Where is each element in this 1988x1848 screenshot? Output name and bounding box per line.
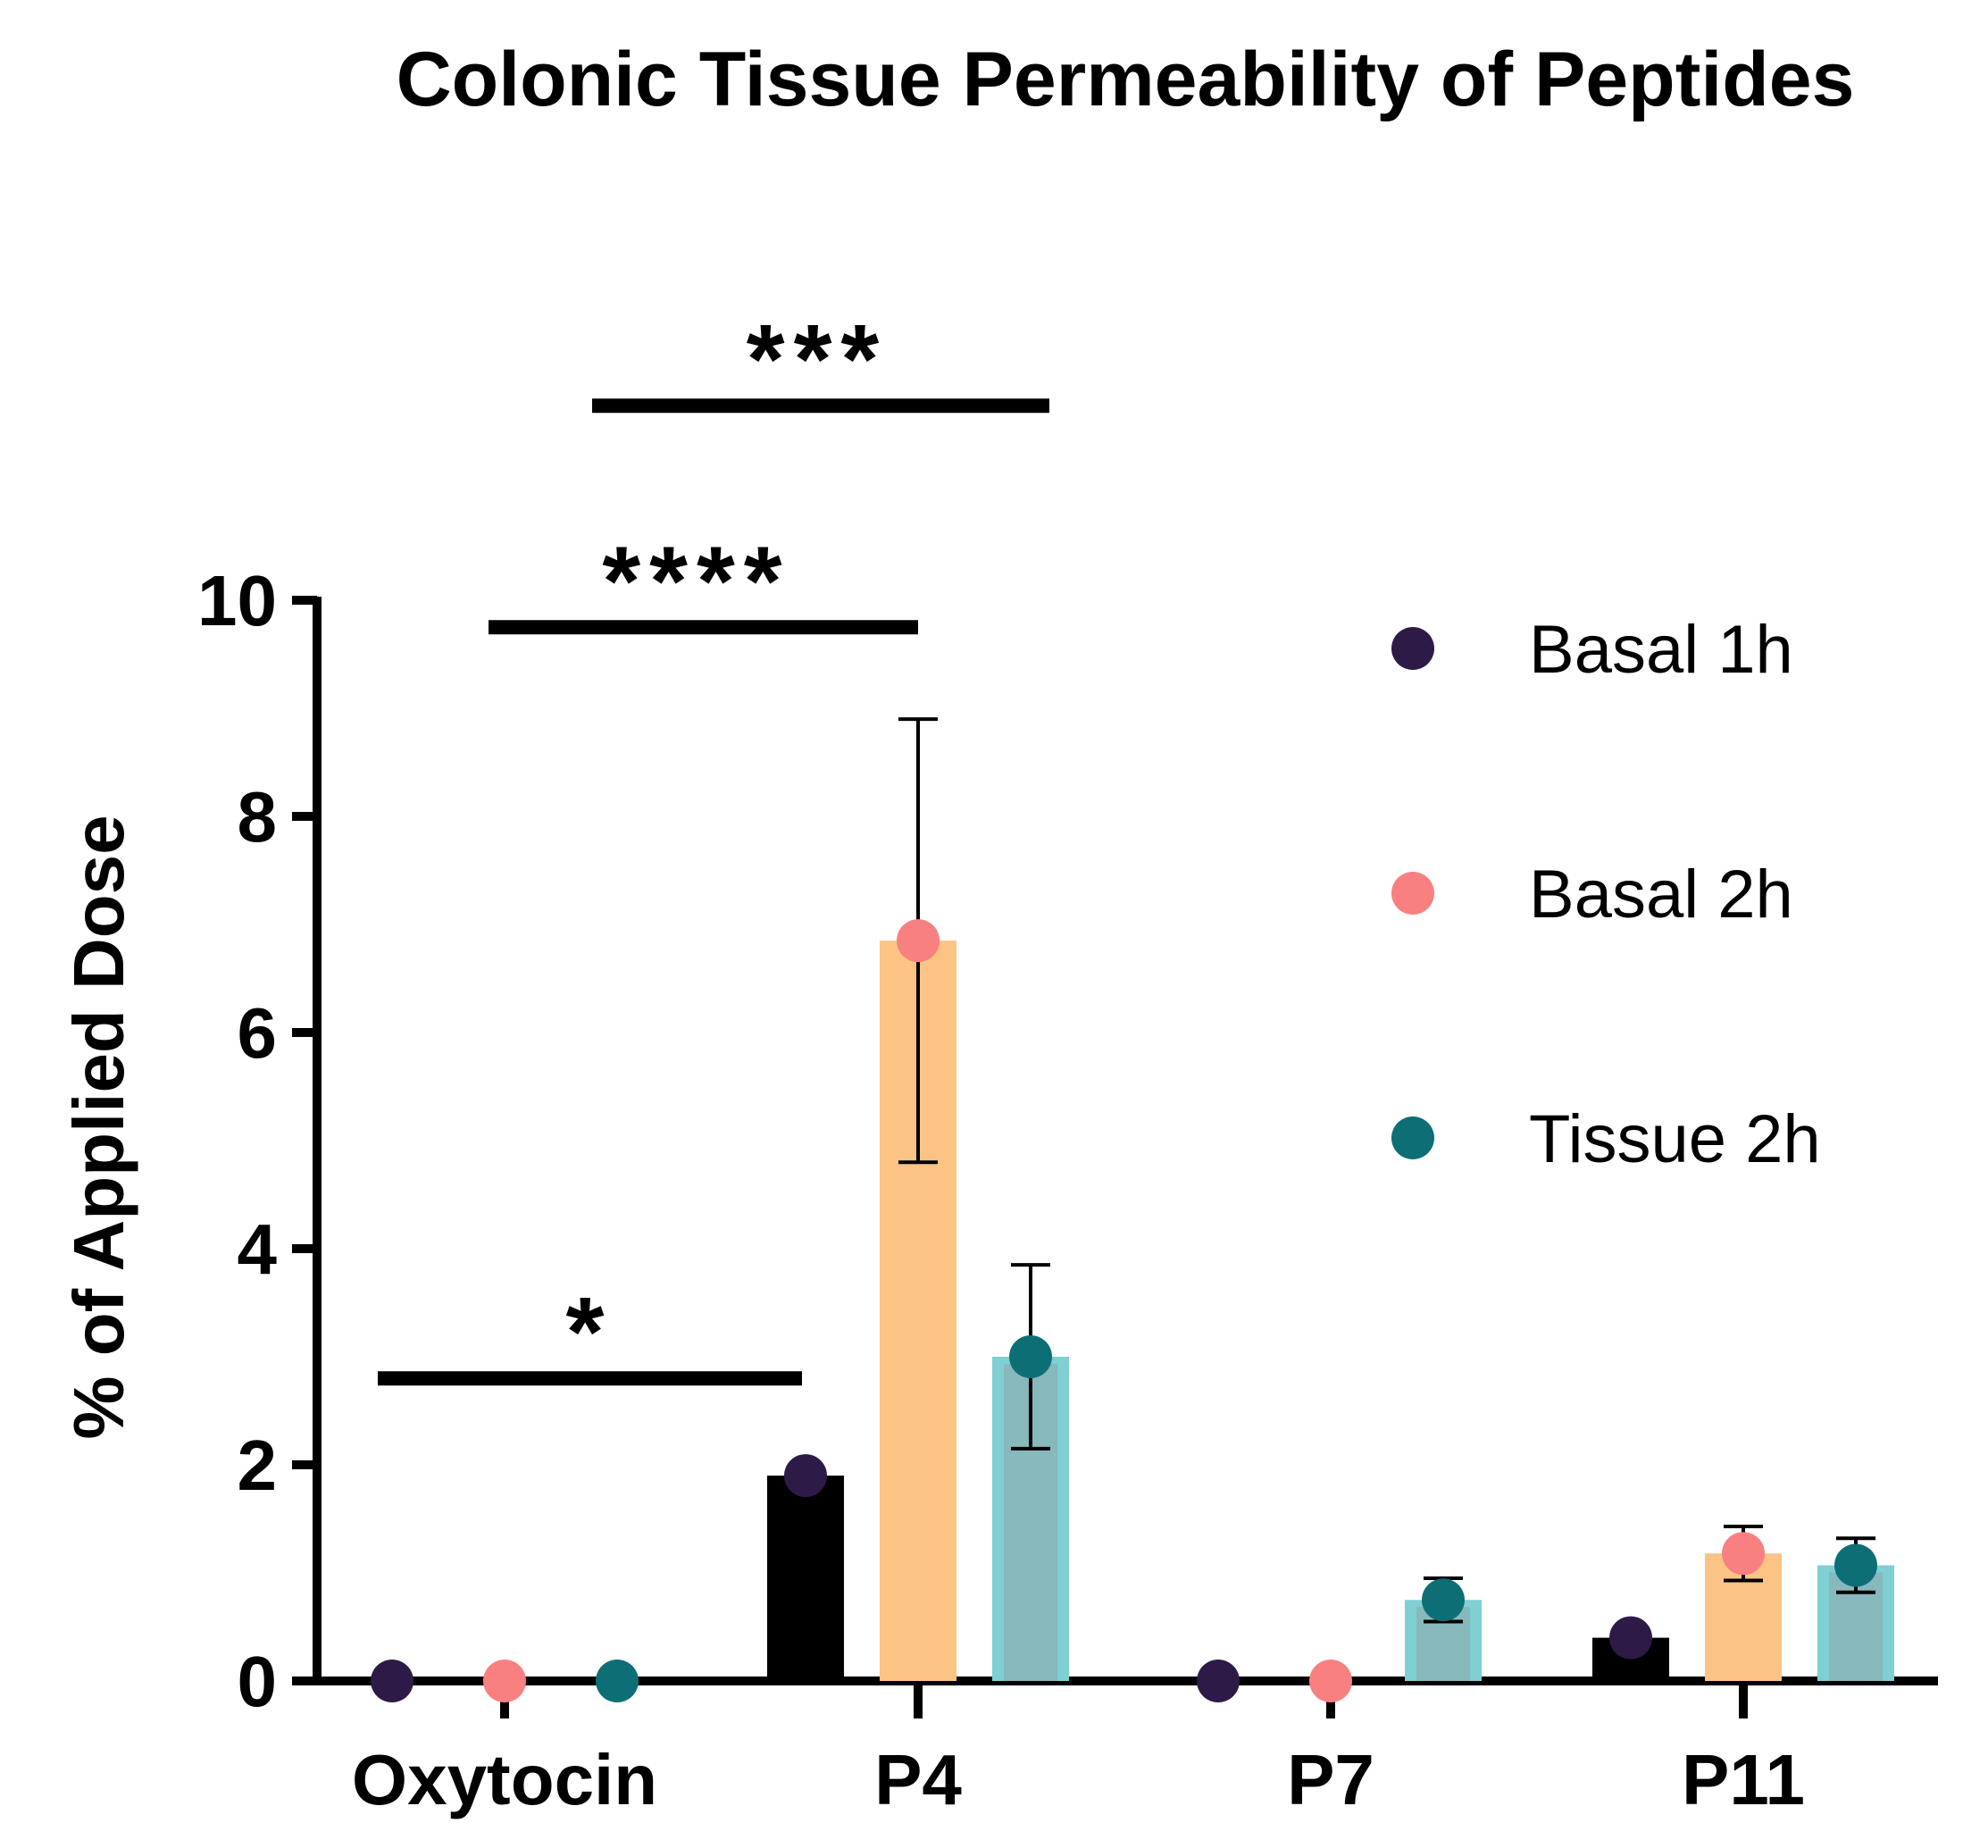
significance-label: *** <box>747 305 888 414</box>
y-axis-label: % of Applied Dose <box>59 815 138 1439</box>
legend-marker <box>1391 627 1434 670</box>
y-tick-label: 2 <box>238 1426 278 1505</box>
legend: Basal 1h Basal 2h Tissue 2h <box>1391 612 1821 1177</box>
significance-label: **** <box>602 526 790 636</box>
legend-marker <box>1391 1116 1434 1159</box>
data-point <box>1834 1543 1877 1587</box>
legend-label: Tissue 2h <box>1529 1101 1821 1177</box>
data-point <box>483 1660 526 1702</box>
significance-label: * <box>566 1277 614 1387</box>
chart-title: Colonic Tissue Permeability of Peptides <box>397 37 1855 122</box>
x-category-label: P7 <box>1287 1740 1374 1819</box>
y-tick-label: 0 <box>238 1642 278 1721</box>
data-point <box>1009 1335 1052 1378</box>
y-tick-label: 6 <box>238 993 278 1073</box>
y-tick-label: 8 <box>238 777 278 857</box>
y-tick-label: 10 <box>197 561 277 640</box>
legend-label: Basal 2h <box>1529 857 1793 932</box>
legend-label: Basal 1h <box>1529 612 1793 688</box>
data-point <box>897 919 940 963</box>
x-category-label: Oxytocin <box>352 1740 657 1819</box>
data-point <box>1309 1660 1352 1702</box>
data-point <box>1197 1660 1240 1702</box>
data-point <box>1722 1532 1765 1576</box>
data-point <box>1609 1616 1652 1660</box>
data-point <box>371 1660 413 1702</box>
data-point <box>784 1454 827 1498</box>
data-point <box>1422 1578 1465 1622</box>
bar <box>767 1476 844 1681</box>
x-category-label: P11 <box>1682 1740 1805 1819</box>
y-tick-label: 4 <box>238 1209 278 1289</box>
legend-marker <box>1391 872 1434 915</box>
data-point <box>596 1660 639 1702</box>
x-category-label: P4 <box>874 1740 962 1819</box>
